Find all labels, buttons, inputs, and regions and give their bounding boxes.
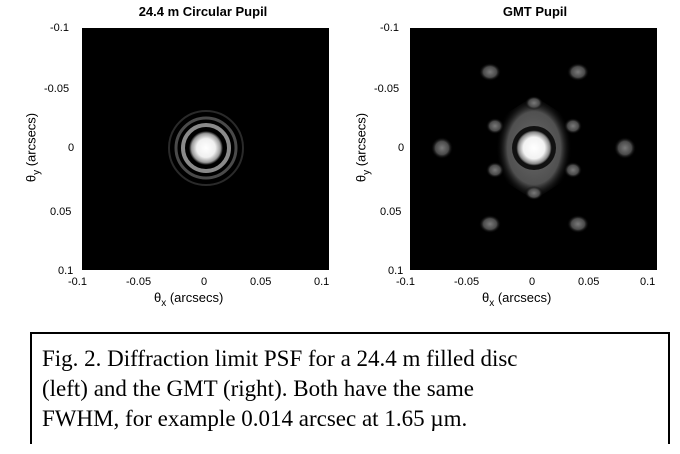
figure-caption: Fig. 2. Diffraction limit PSF for a 24.4… [42, 344, 662, 434]
circular-pupil-psf [82, 28, 329, 270]
left-xtick-4: 0.05 [250, 276, 272, 288]
speckle-inner-5 [525, 96, 543, 110]
left-ytick-3: 0 [68, 142, 75, 154]
speckle-inner-6 [525, 186, 543, 200]
caption-line-1: Fig. 2. Diffraction limit PSF for a 24.4… [42, 346, 518, 371]
caption-line-3: FWHM, for example 0.014 arcsec at 1.65 µ… [42, 406, 468, 431]
left-ytick-4: 0.05 [50, 206, 72, 218]
left-xtick-2: -0.05 [126, 276, 152, 288]
speckle-inner-1 [486, 118, 504, 134]
speckle-outer-1 [479, 63, 501, 81]
left-xtick-5: 0.1 [314, 276, 330, 288]
left-ytick-1: -0.1 [50, 22, 69, 34]
speckle-inner-2 [564, 118, 582, 134]
left-xtick-3: 0 [201, 276, 208, 288]
right-ytick-2: -0.05 [374, 83, 400, 95]
airy-ring-3 [168, 110, 244, 186]
left-xtick-1: -0.1 [68, 276, 87, 288]
left-ytick-2: -0.05 [44, 83, 70, 95]
right-ytick-1: -0.1 [380, 22, 399, 34]
right-panel-title: GMT Pupil [502, 4, 568, 19]
airy-ring-1 [181, 123, 231, 173]
right-y-axis-label: θy (arcsecs) [353, 112, 373, 183]
right-ytick-4: 0.05 [380, 206, 402, 218]
right-ytick-5: 0.1 [388, 265, 404, 277]
right-xtick-5: 0.1 [640, 276, 656, 288]
right-xtick-4: 0.05 [578, 276, 600, 288]
speckle-outer-2 [567, 63, 589, 81]
caption-line-2: (left) and the GMT (right). Both have th… [42, 376, 474, 401]
speckle-outer-4 [614, 137, 636, 159]
right-xtick-3: 0 [529, 276, 536, 288]
right-ytick-3: 0 [398, 142, 405, 154]
right-x-axis-label: θx (arcsecs) [482, 290, 552, 309]
right-xtick-2: -0.05 [454, 276, 480, 288]
gmt-core [516, 130, 552, 166]
airy-ring-2 [174, 116, 238, 180]
left-ytick-5: 0.1 [58, 265, 74, 277]
speckle-outer-3 [431, 137, 453, 159]
airy-core [189, 131, 223, 165]
right-psf-image [410, 28, 657, 270]
speckle-inner-4 [564, 162, 582, 178]
gmt-pupil-psf [410, 28, 657, 270]
speckle-outer-5 [479, 215, 501, 233]
speckle-inner-3 [486, 162, 504, 178]
figure-caption-box: Fig. 2. Diffraction limit PSF for a 24.4… [30, 332, 670, 444]
left-y-axis-label: θy (arcsecs) [23, 112, 43, 183]
left-x-axis-label: θx (arcsecs) [154, 290, 224, 309]
left-psf-image [82, 28, 329, 270]
left-panel-title: 24.4 m Circular Pupil [138, 4, 268, 19]
speckle-outer-6 [567, 215, 589, 233]
right-xtick-1: -0.1 [396, 276, 415, 288]
